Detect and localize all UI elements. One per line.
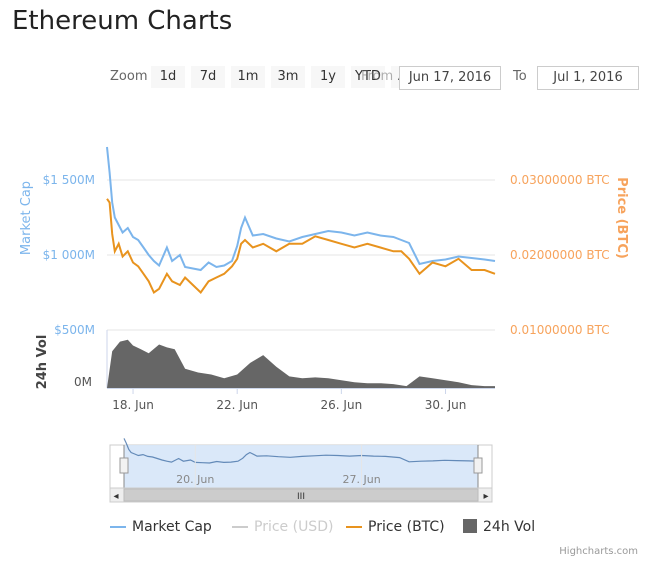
- legend-label: 24h Vol: [483, 519, 536, 535]
- zoom-button-1m[interactable]: 1m: [231, 66, 265, 88]
- zoom-button-1d[interactable]: 1d: [151, 66, 185, 88]
- zoom-button-1y[interactable]: 1y: [311, 66, 345, 88]
- legend-line-icon: [110, 526, 126, 528]
- credits[interactable]: Highcharts.com: [559, 546, 638, 557]
- page-title: Ethereum Charts: [12, 6, 233, 36]
- legend-label: Market Cap: [132, 519, 212, 535]
- navigator-line: [123, 438, 479, 464]
- market-cap-line: [106, 146, 496, 272]
- x-axis-tick-label: 22. Jun: [216, 398, 258, 412]
- zoom-button-ytd[interactable]: YTD: [351, 66, 385, 88]
- volume-axis-tick-label: 0M: [74, 375, 92, 389]
- navigator-handle-right: [473, 457, 483, 474]
- scrollbar-right-arrow: ▸: [483, 491, 488, 502]
- right-axis-title: Price (BTC): [614, 177, 629, 259]
- x-axis-tick-label: 30. Jun: [425, 398, 467, 412]
- scrollbar-thumb: [123, 488, 479, 502]
- right-axis-tick-label: 0.02000000 BTC: [510, 248, 610, 262]
- left-axis-title: Market Cap: [19, 181, 34, 255]
- legend-item-market-cap[interactable]: Market Cap: [110, 519, 212, 535]
- price-btc-line: [106, 198, 496, 295]
- navigator-frame: [109, 444, 493, 489]
- axes: $1 500M $1 000M $500M 0.03000000 BTC 0.02000…: [19, 173, 629, 412]
- legend-box-icon: [463, 519, 477, 533]
- right-axis-tick-label: 0.03000000 BTC: [510, 173, 610, 187]
- price-series: [106, 146, 496, 295]
- range-from-input[interactable]: Jun 17, 2016: [399, 66, 501, 90]
- scrollbar-track: [109, 487, 493, 503]
- right-axis-tick-label: 0.01000000 BTC: [510, 323, 610, 337]
- left-axis-tick-label: $1 500M: [43, 173, 95, 187]
- legend-line-icon: [232, 526, 248, 528]
- scrollbar-left-arrow: ◂: [113, 491, 118, 502]
- zoom-button-3m[interactable]: 3m: [271, 66, 305, 88]
- legend-label: Price (USD): [254, 519, 334, 535]
- navigator-tick-label: 27. Jun: [342, 473, 380, 486]
- legend-item-price-usd[interactable]: Price (USD): [232, 519, 333, 535]
- range-to-label: To: [513, 69, 527, 84]
- navigator: 20. Jun 27. Jun III ◂ ▸: [109, 438, 493, 503]
- left-axis-tick-label: $500M: [54, 323, 95, 337]
- volume-series: [107, 339, 495, 388]
- volume-area: [107, 339, 495, 388]
- legend-item-price-btc[interactable]: Price (BTC): [346, 519, 445, 535]
- left-axis-tick-label: $1 000M: [43, 248, 95, 262]
- legend-label: Price (BTC): [368, 519, 445, 535]
- zoom-label: Zoom: [110, 69, 148, 84]
- x-axis-tick-label: 18. Jun: [112, 398, 154, 412]
- range-to-input[interactable]: Jul 1, 2016: [537, 66, 639, 90]
- navigator-selection: [124, 445, 478, 488]
- scrollbar-grip: III: [297, 492, 305, 502]
- navigator-tick-label: 20. Jun: [176, 473, 214, 486]
- zoom-button-7d[interactable]: 7d: [191, 66, 225, 88]
- navigator-handle-left: [119, 457, 129, 474]
- legend-item-24h-vol[interactable]: 24h Vol: [463, 519, 535, 535]
- volume-axis-title: 24h Vol: [35, 335, 50, 390]
- range-from-label: From: [361, 69, 394, 84]
- grid-lines: [106, 179, 495, 389]
- legend-line-icon: [346, 526, 362, 528]
- x-axis-tick-label: 26. Jun: [321, 398, 363, 412]
